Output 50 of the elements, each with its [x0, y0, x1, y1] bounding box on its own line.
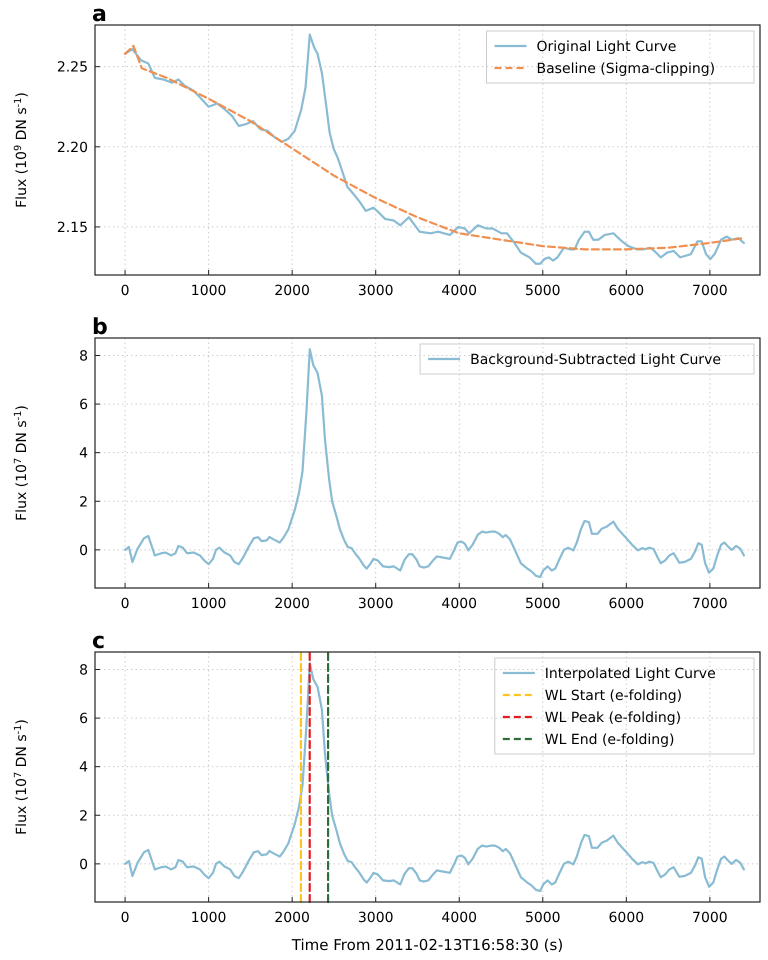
x-tick-label: 3000 [358, 910, 394, 926]
chart-title: a [92, 2, 107, 27]
y-tick-label: 0 [79, 542, 88, 559]
y-tick-label: 4 [79, 760, 88, 776]
x-tick-label: 4000 [441, 596, 478, 612]
y-tick-label: 2.25 [56, 60, 88, 76]
y-tick-label: 4 [79, 446, 88, 462]
legend-label: Baseline (Sigma-clipping) [536, 61, 716, 77]
x-tick-label: 2000 [274, 596, 310, 612]
x-tick-label: 6000 [608, 283, 644, 299]
x-tick-label: 5000 [524, 283, 561, 299]
x-tick-label: 6000 [608, 596, 644, 612]
x-tick-label: 1000 [190, 283, 226, 299]
x-tick-label: 3000 [358, 283, 394, 299]
x-axis-title: Time From 2011-02-13T16:58:30 (s) [290, 936, 564, 954]
x-tick-label: 1000 [190, 910, 226, 926]
y-tick-label: 2.20 [56, 140, 88, 156]
x-tick-label: 6000 [608, 910, 644, 926]
x-tick-label: 0 [120, 283, 130, 299]
x-tick-label: 2000 [274, 283, 310, 299]
legend-label: WL End (e-folding) [544, 732, 674, 748]
y-tick-label: 2 [79, 808, 88, 824]
y-tick-label: 6 [79, 397, 88, 414]
y-tick-label: 2.15 [56, 220, 88, 236]
chart-title: b [92, 315, 108, 340]
x-tick-label: 4000 [441, 283, 478, 299]
y-tick-label: 2 [79, 494, 88, 510]
x-tick-label: 7000 [692, 910, 728, 926]
x-tick-label: 7000 [692, 596, 728, 612]
legend-label: Original Light Curve [536, 39, 676, 55]
line-series [124, 662, 745, 892]
x-tick-label: 7000 [692, 283, 728, 299]
y-tick-label: 8 [79, 662, 88, 678]
x-tick-label: 3000 [358, 596, 394, 612]
y-tick-label: 0 [79, 856, 88, 873]
legend-label: WL Start (e-folding) [544, 688, 682, 704]
legend-label: Interpolated Light Curve [544, 666, 716, 682]
x-tick-label: 4000 [441, 910, 478, 926]
x-tick-label: 1000 [190, 596, 226, 612]
x-tick-label: 0 [120, 596, 130, 612]
line-series [124, 348, 745, 578]
x-tick-label: 5000 [524, 910, 561, 926]
x-tick-label: 2000 [274, 910, 310, 926]
legend-label: WL Peak (e-folding) [544, 710, 682, 726]
legend-label: Background-Subtracted Light Curve [470, 352, 721, 368]
y-tick-label: 6 [79, 711, 88, 728]
x-tick-label: 0 [120, 910, 130, 926]
y-tick-label: 8 [79, 348, 88, 364]
chart-title: c [92, 629, 106, 654]
x-tick-label: 5000 [524, 596, 561, 612]
